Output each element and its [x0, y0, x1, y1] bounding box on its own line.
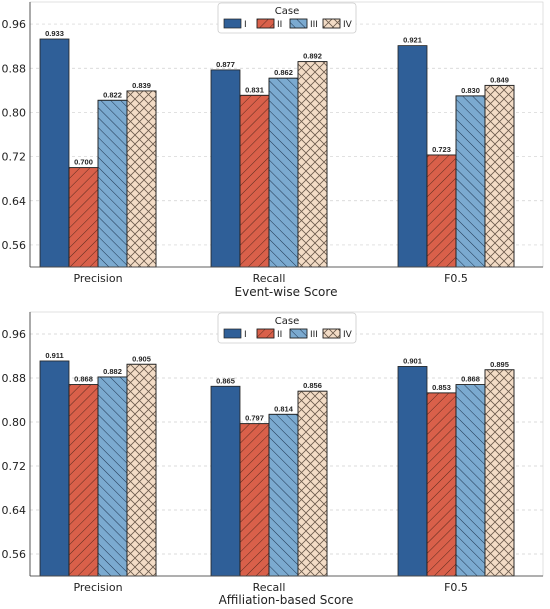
data-label: 0.911 — [45, 351, 63, 360]
bar-i-f05 — [397, 366, 428, 577]
bar-iv-precision-hatch — [126, 90, 157, 268]
bar-iii-recall-hatch — [268, 77, 299, 268]
data-label: 0.905 — [132, 354, 151, 363]
legend-box — [217, 312, 357, 344]
bar-ii-precision-hatch — [68, 167, 99, 268]
legend-swatch-hatch — [289, 328, 308, 339]
legend-box — [217, 2, 357, 34]
data-label: 0.853 — [432, 383, 451, 392]
bar-i-recall — [210, 385, 241, 577]
legend-swatch-i — [223, 18, 242, 29]
y-tick-label: 0.80 — [2, 416, 27, 429]
bar-ii-recall-hatch — [239, 94, 270, 268]
bar-iv-recall-hatch — [297, 61, 328, 268]
y-tick-label: 0.96 — [2, 18, 27, 31]
y-tick-label: 0.64 — [2, 195, 27, 208]
x-tick-label: Recall — [253, 272, 286, 285]
bar-iii-f05-hatch — [455, 95, 486, 268]
chart-panel-1: 0.56 0.64 0.72 0.80 0.88 0.96 0.933 0.877 0.921 0… — [2, 1, 544, 299]
bar-ii-precision-hatch — [68, 384, 99, 577]
data-label: 0.868 — [74, 375, 93, 384]
bar-ii-f05-hatch — [426, 154, 457, 268]
legend-label-i: I — [244, 330, 247, 340]
bar-iv-f05-hatch — [484, 369, 515, 577]
data-label: 0.822 — [103, 90, 122, 99]
data-label: 0.933 — [45, 29, 64, 38]
y-tick-label: 0.80 — [2, 106, 27, 119]
y-tick-label: 0.88 — [2, 372, 27, 385]
legend-title: Case — [275, 6, 299, 17]
data-label: 0.814 — [274, 404, 294, 413]
legend-label-iii: III — [310, 330, 318, 340]
data-label: 0.882 — [103, 367, 122, 376]
bar-iii-f05-hatch — [455, 384, 486, 577]
data-label: 0.831 — [245, 85, 264, 94]
y-tick-label: 0.88 — [2, 62, 27, 75]
legend-label-iv: IV — [343, 330, 353, 340]
data-label: 0.877 — [216, 60, 235, 69]
y-tick-label: 0.72 — [2, 460, 27, 473]
bar-i-precision — [39, 38, 70, 268]
legend-swatch-hatch — [256, 328, 275, 339]
bar-iii-precision-hatch — [97, 99, 128, 268]
x-tick-label: Precision — [73, 581, 122, 594]
data-label: 0.830 — [461, 86, 480, 95]
x-tick-label: F0.5 — [444, 272, 468, 285]
legend-swatch-hatch — [289, 18, 308, 29]
y-tick-label: 0.56 — [2, 239, 27, 252]
data-label: 0.865 — [216, 376, 235, 385]
data-label: 0.700 — [74, 158, 93, 167]
data-label: 0.862 — [274, 68, 293, 77]
legend-swatch-hatch — [256, 18, 275, 29]
legend-label-iv: IV — [343, 20, 353, 30]
data-label: 0.901 — [403, 356, 422, 365]
bar-i-recall — [210, 69, 241, 268]
x-axis-title: Affiliation-based Score — [219, 593, 354, 607]
legend-swatch-i — [223, 328, 242, 339]
data-label: 0.921 — [403, 36, 422, 45]
data-label: 0.839 — [132, 81, 151, 90]
legend-swatch-hatch — [322, 18, 341, 29]
bar-ii-f05-hatch — [426, 392, 457, 577]
legend-label-ii: II — [277, 330, 282, 340]
data-label: 0.856 — [303, 381, 322, 390]
bar-iv-f05-hatch — [484, 84, 515, 268]
legend-title: Case — [275, 316, 299, 327]
legend-label-i: I — [244, 20, 247, 30]
y-tick-label: 0.72 — [2, 151, 27, 164]
bar-iii-precision-hatch — [97, 376, 128, 577]
data-label: 0.723 — [432, 145, 451, 154]
data-label: 0.895 — [490, 360, 509, 369]
data-label: 0.868 — [461, 375, 480, 384]
y-tick-label: 0.56 — [2, 548, 27, 561]
bar-iv-precision-hatch — [126, 363, 157, 577]
x-tick-label: F0.5 — [444, 581, 468, 594]
legend-label-iii: III — [310, 20, 318, 30]
y-tick-label: 0.64 — [2, 504, 27, 517]
x-axis-title: Event-wise Score — [235, 285, 338, 299]
legend-swatch-hatch — [322, 328, 341, 339]
bar-i-precision — [39, 360, 70, 577]
bar-iv-recall-hatch — [297, 390, 328, 577]
bar-i-f05 — [397, 45, 428, 268]
bar-iii-recall-hatch — [268, 413, 299, 577]
x-tick-label: Recall — [253, 581, 286, 594]
y-tick-label: 0.96 — [2, 328, 27, 341]
chart-panel-2: 0.56 0.64 0.72 0.80 0.88 0.96 0.911 0.865 0.901 0… — [2, 311, 544, 607]
data-label: 0.849 — [490, 75, 509, 84]
data-label: 0.892 — [303, 52, 322, 61]
data-label: 0.797 — [245, 414, 264, 423]
legend-label-ii: II — [277, 20, 282, 30]
x-tick-label: Precision — [73, 272, 122, 285]
bar-ii-recall-hatch — [239, 423, 270, 577]
